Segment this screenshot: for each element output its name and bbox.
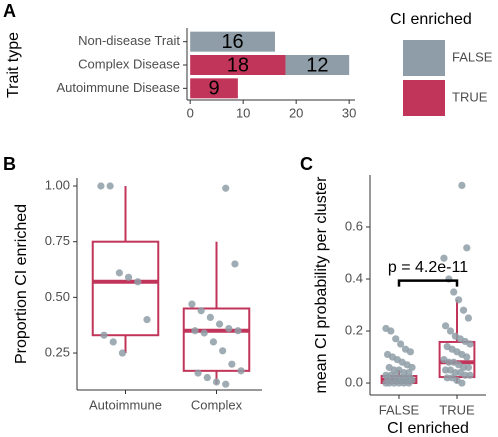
significance-bracket: [397, 279, 459, 287]
point: [118, 349, 127, 357]
point: [231, 260, 239, 268]
point: [464, 314, 473, 322]
x-tick-label: TRUE: [439, 402, 475, 417]
x-tick-label: 10: [236, 105, 250, 120]
bar: [190, 31, 275, 52]
bar-label: 9: [208, 78, 219, 100]
y-axis-title: mean CI probability per cluster: [313, 176, 330, 394]
point: [109, 338, 117, 346]
point: [405, 379, 413, 387]
box: [91, 240, 160, 337]
point: [209, 338, 218, 346]
bar: [190, 55, 286, 75]
point: [228, 360, 236, 368]
legend-title: CI enriched: [390, 11, 472, 28]
point: [397, 340, 405, 348]
box: [182, 307, 251, 372]
point: [466, 340, 474, 348]
point: [106, 182, 114, 190]
y-tick-label: 0.75: [45, 233, 70, 248]
point: [463, 244, 471, 252]
point: [441, 322, 450, 330]
point: [222, 184, 230, 192]
point: [219, 347, 227, 355]
bar-label: 12: [306, 54, 328, 76]
x-tick-label: 0: [187, 105, 194, 120]
point: [203, 373, 211, 382]
y-axis-title: Proportion CI enriched: [13, 204, 30, 364]
point: [206, 313, 214, 322]
x-tick-label: Autoimmune: [89, 397, 162, 412]
point: [124, 273, 133, 281]
y-tick-label: 0.25: [45, 344, 70, 359]
point: [234, 327, 242, 335]
point: [100, 331, 108, 339]
panel-label: C: [300, 154, 313, 174]
point: [194, 369, 202, 377]
point: [237, 367, 245, 375]
point: [458, 181, 466, 190]
y-tick-label: Autoimmune Disease: [56, 80, 180, 95]
point: [463, 353, 471, 361]
x-axis-title: CI enriched: [387, 420, 469, 437]
point: [459, 306, 468, 314]
y-tick-label: 0.4: [345, 270, 363, 285]
point: [392, 335, 400, 343]
point: [458, 379, 466, 387]
point: [446, 327, 455, 335]
panel-label: B: [3, 154, 16, 174]
y-tick-label: 0.2: [345, 322, 363, 337]
point: [382, 379, 390, 387]
y-tick-label: 0.0: [345, 374, 363, 389]
point: [406, 348, 415, 356]
bar-label: 16: [221, 31, 243, 53]
panel-label: A: [3, 1, 16, 21]
x-tick-label: Complex: [191, 397, 243, 412]
point: [197, 307, 205, 315]
point: [408, 363, 416, 372]
point: [466, 371, 474, 379]
x-tick-label: FALSE: [379, 402, 420, 417]
point: [191, 327, 199, 335]
y-tick-label: Non-disease Trait: [78, 33, 180, 48]
legend-label: TRUE: [452, 89, 488, 104]
point: [450, 288, 458, 296]
y-tick-label: 0.6: [345, 218, 363, 233]
bar: [190, 78, 238, 99]
y-tick-label: 1.00: [45, 177, 70, 192]
annotation: p = 4.2e-11: [388, 259, 468, 276]
point: [222, 380, 230, 388]
point: [97, 182, 105, 190]
point: [464, 363, 473, 372]
point: [115, 269, 123, 277]
point: [143, 316, 151, 324]
point: [188, 300, 196, 308]
point: [215, 320, 224, 328]
point: [225, 324, 233, 333]
legend-key: [403, 80, 445, 116]
x-tick-label: 30: [342, 105, 356, 120]
legend-label: FALSE: [452, 49, 493, 64]
x-tick-label: 20: [289, 105, 303, 120]
y-tick-label: 0.50: [45, 289, 70, 304]
bar: [285, 55, 350, 75]
bar-label: 18: [227, 54, 249, 76]
point: [455, 296, 463, 304]
point: [440, 254, 448, 262]
point: [200, 329, 208, 337]
point: [134, 278, 142, 286]
legend-key: [403, 40, 445, 76]
y-axis-title: Trait type: [5, 32, 22, 98]
point: [387, 327, 395, 335]
y-tick-label: Complex Disease: [78, 56, 180, 71]
point: [212, 378, 221, 386]
